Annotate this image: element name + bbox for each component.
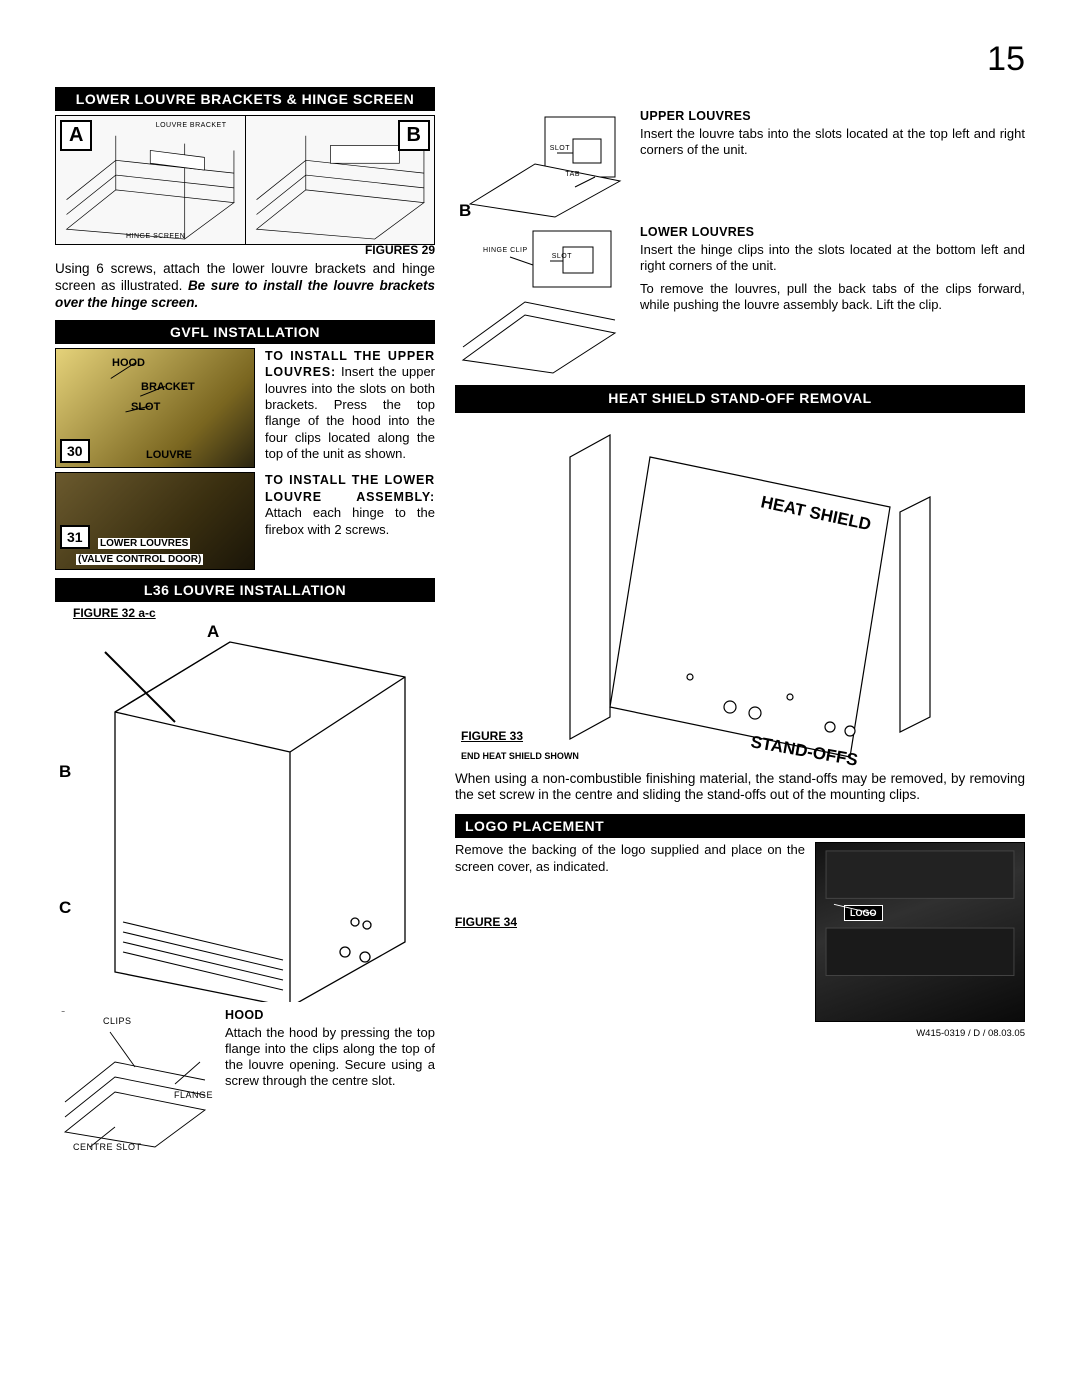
label-tab-b: TAB bbox=[565, 171, 580, 178]
section-header-l36: L36 LOUVRE INSTALLATION bbox=[55, 578, 435, 602]
lower-louvres-row: C HINGE CLIP SLOT LOWER LOUVRES Insert t… bbox=[455, 225, 1025, 375]
label-valve-door: (VALVE CONTROL DOOR) bbox=[76, 554, 203, 565]
left-column: LOWER LOUVRE BRACKETS & HINGE SCREEN A L… bbox=[55, 87, 435, 1152]
label-louvre-bracket: LOUVRE BRACKET bbox=[156, 122, 227, 129]
two-column-layout: LOWER LOUVRE BRACKETS & HINGE SCREEN A L… bbox=[55, 87, 1025, 1152]
lower-louvres-heading: LOWER LOUVRES bbox=[640, 225, 1025, 239]
figure-29a: A LOUVRE BRACKET HINGE SCREEN bbox=[55, 115, 245, 245]
label-slot-c: SLOT bbox=[552, 253, 572, 260]
label-slot: SLOT bbox=[131, 401, 160, 413]
upper-louvres-text: Insert the louvre tabs into the slots lo… bbox=[640, 126, 1025, 159]
figure-tag-a: A bbox=[60, 120, 92, 151]
hood-text: Attach the hood by pressing the top flan… bbox=[225, 1025, 435, 1090]
figure-34-caption: FIGURE 34 bbox=[455, 915, 805, 929]
figure-32: A B C bbox=[55, 622, 435, 1002]
hood-row: A CLIPS FLANGE CENTRE SLOT HOOD Attach t… bbox=[55, 1008, 435, 1152]
label-bracket: BRACKET bbox=[141, 381, 195, 393]
hood-heading: HOOD bbox=[225, 1008, 435, 1022]
label-slot-b: SLOT bbox=[550, 145, 570, 152]
label-clips: CLIPS bbox=[103, 1016, 132, 1026]
gvfl-lower-runin: TO INSTALL THE LOWER LOUVRE ASSEMBLY: bbox=[265, 473, 435, 504]
label-hinge-clip: HINGE CLIP bbox=[483, 247, 528, 254]
label-lower-louvres: LOWER LOUVRES bbox=[98, 538, 190, 549]
hood-text-col: HOOD Attach the hood by pressing the top… bbox=[225, 1008, 435, 1152]
figure-c-detail: HINGE CLIP SLOT bbox=[455, 225, 630, 375]
heat-shield-text: When using a non-combustible finishing m… bbox=[455, 771, 1025, 805]
figure-33: HEAT SHIELD STAND-OFFS FIGURE 33 END HEA… bbox=[455, 417, 1025, 767]
section-header-gvfl: GVFL INSTALLATION bbox=[55, 320, 435, 344]
label-centre-slot: CENTRE SLOT bbox=[73, 1143, 142, 1152]
figure-30-num: 30 bbox=[60, 439, 90, 463]
right-column: SLOT TAB B UPPER LOUVRES Insert the louv… bbox=[455, 87, 1025, 1152]
page-number: 15 bbox=[55, 40, 1025, 79]
section-header-heatshield: HEAT SHIELD STAND-OFF REMOVAL bbox=[455, 385, 1025, 413]
gvfl-text: TO INSTALL THE UPPER LOUVRES: Insert the… bbox=[265, 348, 435, 570]
logo-row: Remove the backing of the logo supplied … bbox=[455, 842, 1025, 1022]
figure-33-caption: FIGURE 33 bbox=[461, 729, 523, 743]
figure-30: 30 HOOD BRACKET SLOT LOUVRE bbox=[55, 348, 255, 468]
figure-31: 31 LOWER LOUVRES (VALVE CONTROL DOOR) bbox=[55, 472, 255, 570]
brackets-text: Using 6 screws, attach the lower louvre … bbox=[55, 261, 435, 312]
upper-louvres-row: SLOT TAB B UPPER LOUVRES Insert the louv… bbox=[455, 109, 1025, 219]
label-louvre: LOUVRE bbox=[146, 449, 192, 461]
section-header-brackets: LOWER LOUVRE BRACKETS & HINGE SCREEN bbox=[55, 87, 435, 111]
figure-29-caption: FIGURES 29 bbox=[55, 243, 435, 257]
figure-32a-detail: A CLIPS FLANGE CENTRE SLOT bbox=[55, 1008, 215, 1152]
figure-32-caption: FIGURE 32 a-c bbox=[73, 606, 435, 620]
lower-louvres-text: Insert the hinge clips into the slots lo… bbox=[640, 242, 1025, 275]
upper-louvres-heading: UPPER LOUVRES bbox=[640, 109, 1025, 123]
figure-31-num: 31 bbox=[60, 525, 90, 549]
label-hood: HOOD bbox=[112, 357, 145, 369]
figure-b-detail: SLOT TAB bbox=[455, 109, 630, 219]
label-hinge-screen: HINGE SCREEN bbox=[126, 233, 185, 240]
figure-tag-b: B bbox=[398, 120, 430, 151]
gvfl-figures: 30 HOOD BRACKET SLOT LOUVRE 31 LOWER LOU… bbox=[55, 348, 255, 570]
document-id: W415-0319 / D / 08.03.05 bbox=[455, 1028, 1025, 1039]
remove-louvres-text: To remove the louvres, pull the back tab… bbox=[640, 281, 1025, 314]
figure-29-row: A LOUVRE BRACKET HINGE SCREEN B bbox=[55, 115, 435, 245]
heat-shield-note: END HEAT SHIELD SHOWN bbox=[461, 751, 579, 761]
section-header-logo: LOGO PLACEMENT bbox=[455, 814, 1025, 838]
letter-b: B bbox=[459, 201, 471, 221]
label-flange: FLANGE bbox=[174, 1090, 213, 1100]
gvfl-row: 30 HOOD BRACKET SLOT LOUVRE 31 LOWER LOU… bbox=[55, 348, 435, 570]
logo-text: Remove the backing of the logo supplied … bbox=[455, 842, 805, 875]
figure-29b: B bbox=[245, 115, 436, 245]
figure-34: LOGO bbox=[815, 842, 1025, 1022]
gvfl-lower-text: Attach each hinge to the firebox with 2 … bbox=[265, 505, 435, 536]
